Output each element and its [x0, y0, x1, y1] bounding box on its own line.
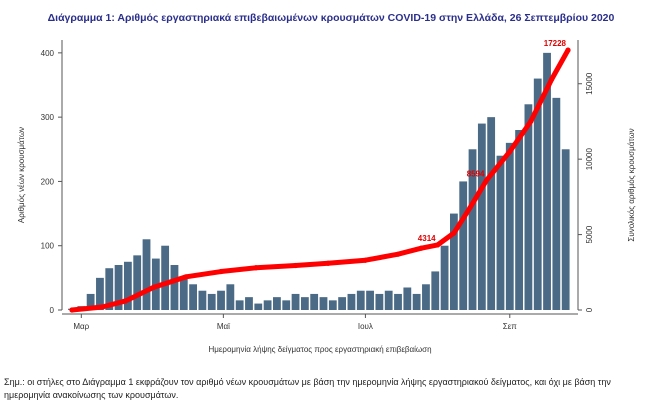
cumulative-series-line: [69, 47, 571, 313]
bar: [477, 123, 486, 310]
bar: [561, 149, 570, 310]
bar: [533, 78, 542, 310]
bar: [356, 290, 365, 310]
bar: [254, 303, 263, 310]
y-tick-label: 400: [41, 49, 55, 58]
cumulative-point: [467, 204, 473, 211]
cumulative-point: [183, 274, 189, 280]
bars: [68, 52, 570, 311]
y-tick-label: 0: [50, 306, 55, 315]
bar: [412, 293, 421, 310]
cumulative-point: [549, 76, 555, 82]
bar: [384, 290, 393, 310]
bar: [487, 117, 496, 311]
x-tick-label: Ιουλ: [358, 322, 373, 331]
cumulative-point: [451, 230, 457, 236]
x-axis-title: Ημερομηνία λήψης δείγματος προς εργαστηρ…: [208, 345, 431, 354]
bar: [347, 293, 356, 310]
cumulative-line: 4314 8594 17228: [69, 39, 571, 313]
bar: [431, 271, 440, 310]
bar: [96, 277, 104, 310]
annotation-label: 8594: [467, 169, 485, 178]
y-axis-left-title: Αριθμός νέων κρουσμάτων: [17, 127, 26, 223]
y-axis-right-title: Συνολικός αριθμός κρουσμάτων: [627, 128, 636, 241]
bar: [105, 268, 114, 310]
cumulative-point: [565, 47, 571, 53]
cumulative-point: [218, 268, 224, 275]
x-tick-label: Μαρ: [73, 322, 89, 331]
bar: [403, 287, 412, 310]
cumulative-point: [122, 298, 129, 304]
annotation-label: 4314: [418, 234, 436, 243]
chart-title: Διάγραμμα 1: Αριθμός εργαστηριακά επιβεβ…: [47, 12, 615, 24]
bar: [198, 290, 207, 310]
bar: [552, 97, 561, 310]
bar: [319, 297, 328, 310]
bar: [161, 245, 170, 310]
cumulative-point: [362, 257, 369, 263]
cumulative-point: [395, 251, 401, 257]
x-tick-label: Μαϊ: [217, 322, 230, 331]
bar: [459, 181, 468, 310]
bar: [235, 300, 244, 310]
bar: [86, 293, 95, 310]
y2-tick-label: 15000: [585, 72, 594, 95]
bar: [245, 297, 253, 310]
cumulative-point: [483, 177, 490, 183]
cumulative-point: [528, 118, 534, 125]
y-tick-label: 100: [41, 242, 55, 251]
bar: [524, 104, 533, 311]
y-tick-label: 200: [41, 177, 55, 186]
footnote: Σημ.: οι στήλες στο Διάγραμμα 1 εκφράζου…: [4, 377, 611, 400]
chart-svg: 4314 8594 17228 0 100 200 300 400 0 5000 10000 150…: [17, 39, 636, 354]
cumulative-point: [253, 265, 259, 271]
bar: [179, 277, 188, 310]
bar: [170, 265, 179, 310]
cumulative-point: [434, 242, 441, 248]
cumulative-point: [325, 260, 331, 266]
y2-tick-label: 10000: [585, 147, 594, 170]
bar: [468, 149, 477, 310]
y2-tick-label: 5000: [585, 225, 594, 243]
bar: [496, 155, 505, 310]
bar: [123, 261, 132, 310]
bar: [273, 297, 281, 310]
bar: [217, 290, 225, 310]
bar: [226, 284, 235, 310]
bar: [328, 300, 337, 310]
bar: [282, 300, 291, 310]
cumulative-point: [99, 304, 105, 310]
bar: [366, 290, 374, 310]
axes: 0 100 200 300 400 0 5000 10000 15000 Μαρ Μαϊ Ιουλ Σε…: [41, 40, 594, 331]
cumulative-point: [69, 307, 75, 313]
bar: [189, 284, 197, 310]
bar: [422, 284, 430, 310]
bar: [300, 297, 309, 310]
bar: [207, 293, 216, 310]
bar: [505, 142, 514, 310]
bar: [449, 213, 458, 310]
bar: [440, 245, 449, 310]
bar: [291, 293, 300, 310]
bar: [142, 239, 151, 310]
cumulative-point: [507, 149, 513, 155]
bar: [543, 52, 551, 310]
bar: [310, 293, 319, 310]
bar: [338, 297, 347, 310]
y-tick-label: 300: [41, 113, 55, 122]
bar: [133, 255, 142, 310]
bar: [515, 130, 524, 310]
cumulative-point: [150, 284, 157, 290]
x-tick-label: Σεπ: [503, 322, 518, 331]
bar: [263, 300, 272, 310]
bar: [394, 293, 402, 310]
y2-tick-label: 0: [585, 307, 594, 312]
cumulative-point: [292, 262, 299, 269]
bar: [114, 265, 123, 310]
cumulative-point: [418, 245, 424, 251]
annotation-label: 17228: [544, 39, 567, 48]
bar: [375, 293, 384, 310]
